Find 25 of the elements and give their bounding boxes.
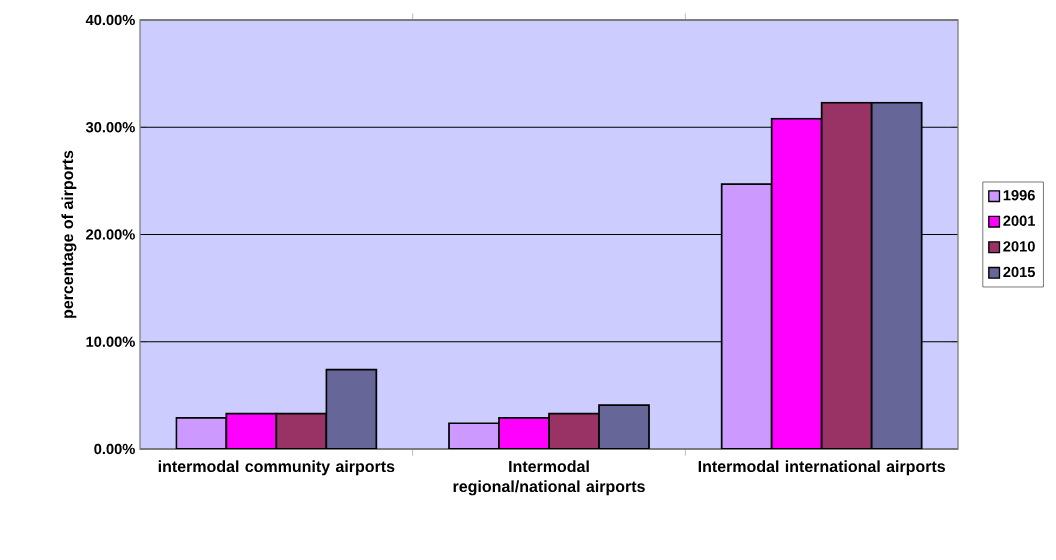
y-tick-label: 0.00% xyxy=(94,443,135,455)
legend-label: 2015 xyxy=(1003,266,1035,278)
x-tick-label: intermodal community airports xyxy=(158,460,395,476)
bar xyxy=(548,412,600,449)
y-tick-label: 30.00% xyxy=(85,122,135,133)
bar xyxy=(448,422,500,449)
bar xyxy=(770,117,823,449)
legend-label: 2001 xyxy=(1003,215,1035,226)
y-tick-label: 10.00% xyxy=(86,336,135,347)
legend-label: 2010 xyxy=(1003,241,1035,252)
y-axis-title: percentage of airports xyxy=(61,150,77,318)
bar xyxy=(820,101,873,449)
x-tick-label: Intermodal regional/national airports xyxy=(453,460,645,496)
bar xyxy=(598,404,650,449)
y-tick-label: 40.00% xyxy=(85,14,135,26)
bar xyxy=(225,412,278,449)
bar xyxy=(275,412,328,449)
bar xyxy=(175,417,228,449)
bar xyxy=(325,368,378,449)
x-tick-label: Intermodal international airports xyxy=(698,460,946,476)
y-tick-label: 20.00% xyxy=(86,229,135,240)
legend-label: 1996 xyxy=(1003,190,1035,201)
bar xyxy=(720,183,773,449)
bar xyxy=(870,101,923,449)
bar xyxy=(498,417,550,449)
